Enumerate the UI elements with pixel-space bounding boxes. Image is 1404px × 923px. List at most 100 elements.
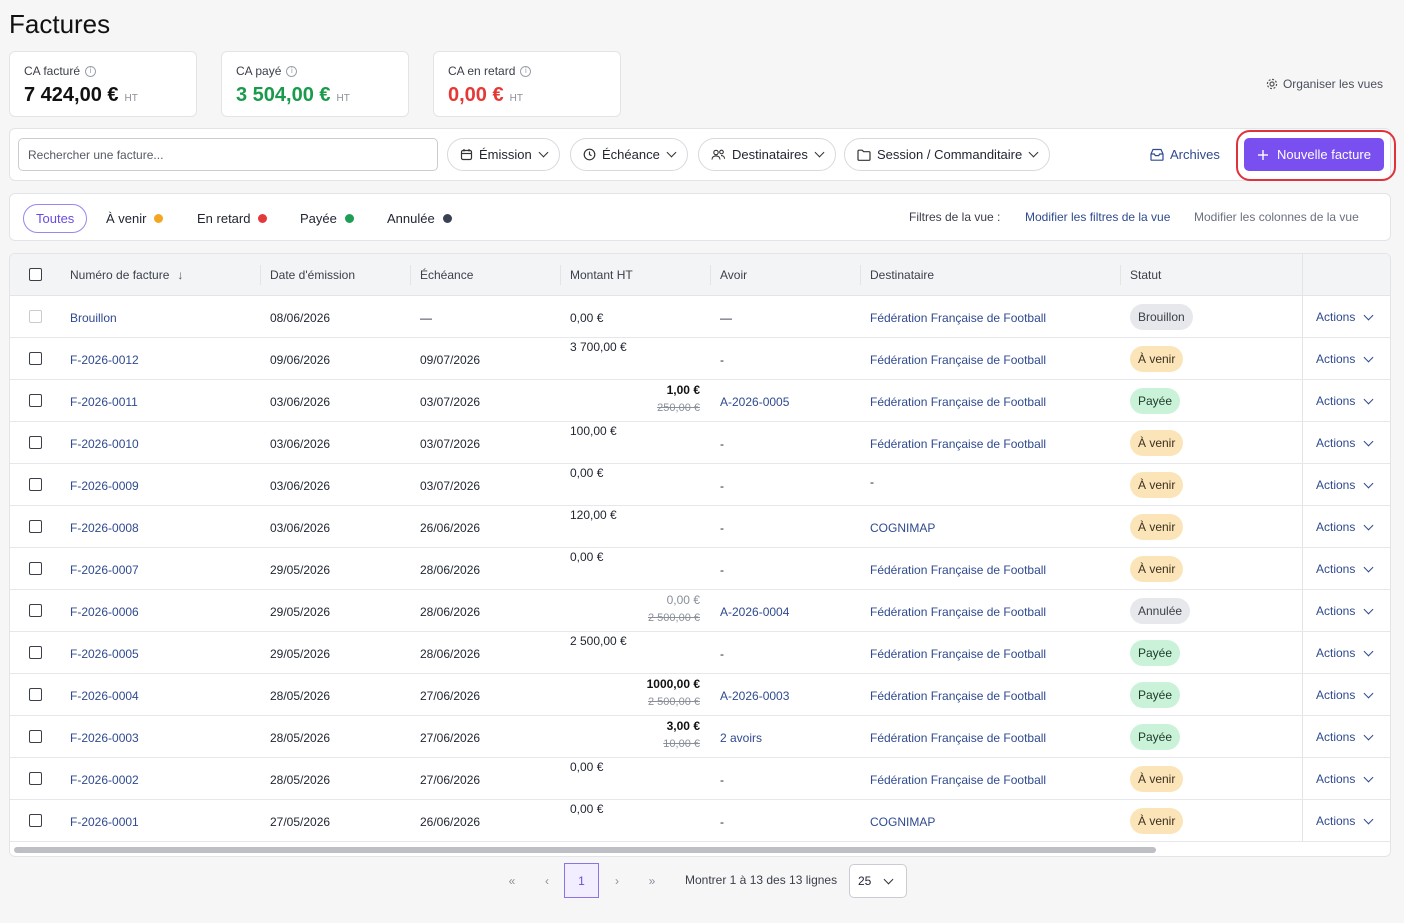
recipient-name[interactable]: COGNIMAP — [870, 815, 936, 829]
filter-destinataires[interactable]: Destinataires — [698, 138, 836, 171]
filter-session-commanditaire[interactable]: Session / Commanditaire — [844, 138, 1051, 171]
emission-date: 03/06/2026 — [270, 479, 331, 493]
recipient-name[interactable]: Fédération Française de Football — [870, 395, 1047, 409]
actions-dropdown[interactable]: Actions — [1316, 562, 1374, 576]
info-icon[interactable]: i — [520, 65, 532, 77]
row-checkbox[interactable] — [29, 814, 42, 827]
invoice-number-link[interactable]: F-2026-0008 — [70, 521, 139, 535]
horizontal-scrollbar[interactable] — [14, 847, 1156, 853]
row-checkbox[interactable] — [29, 730, 42, 743]
recipient-name[interactable]: Fédération Française de Football — [870, 773, 1047, 787]
actions-dropdown[interactable]: Actions — [1316, 520, 1374, 534]
actions-dropdown[interactable]: Actions — [1316, 310, 1374, 324]
column-header-number[interactable]: Numéro de facture ↓ — [60, 254, 183, 296]
row-checkbox[interactable] — [29, 478, 42, 491]
invoice-number-link[interactable]: F-2026-0011 — [70, 395, 138, 409]
invoice-number-link[interactable]: Brouillon — [70, 311, 117, 325]
page-number-current[interactable]: 1 — [564, 863, 599, 898]
page-size-select[interactable]: 25 — [849, 864, 907, 898]
invoice-number-link[interactable]: F-2026-0003 — [70, 731, 139, 745]
row-checkbox[interactable] — [29, 310, 42, 323]
row-checkbox[interactable] — [29, 436, 42, 449]
actions-dropdown[interactable]: Actions — [1316, 478, 1374, 492]
invoice-number-link[interactable]: F-2026-0005 — [70, 647, 139, 661]
modify-view-filters-link[interactable]: Modifier les filtres de la vue — [1025, 210, 1171, 224]
filter-emission[interactable]: Émission — [447, 138, 560, 171]
actions-dropdown[interactable]: Actions — [1316, 604, 1374, 618]
amount-value: 0,00 € — [666, 593, 700, 607]
row-checkbox[interactable] — [29, 604, 42, 617]
avoir-value[interactable]: A-2026-0004 — [720, 605, 790, 619]
chevron-down-icon — [1363, 478, 1374, 488]
row-checkbox[interactable] — [29, 394, 42, 407]
modify-view-columns-link[interactable]: Modifier les colonnes de la vue — [1194, 210, 1359, 224]
column-header-due[interactable]: Échéance — [420, 268, 474, 282]
tab-toutes[interactable]: Toutes — [23, 204, 88, 233]
first-page-button[interactable]: « — [508, 873, 516, 888]
archives-button[interactable]: Archives — [1150, 147, 1220, 162]
recipient-name[interactable]: Fédération Française de Football — [870, 689, 1047, 703]
row-checkbox[interactable] — [29, 688, 42, 701]
recipient-name[interactable]: Fédération Française de Football — [870, 563, 1047, 577]
column-header-amount[interactable]: Montant HT — [570, 268, 633, 282]
row-checkbox[interactable] — [29, 352, 42, 365]
last-page-button[interactable]: » — [648, 873, 656, 888]
actions-dropdown[interactable]: Actions — [1316, 352, 1374, 366]
actions-cell — [1302, 758, 1390, 799]
due-date: 26/06/2026 — [420, 521, 481, 535]
actions-dropdown[interactable]: Actions — [1316, 730, 1374, 744]
invoice-number-link[interactable]: F-2026-0006 — [70, 605, 139, 619]
actions-cell — [1302, 296, 1390, 337]
invoice-number-link[interactable]: F-2026-0009 — [70, 479, 139, 493]
column-header-status[interactable]: Statut — [1130, 268, 1162, 282]
recipient-name[interactable]: Fédération Française de Football — [870, 605, 1047, 619]
actions-dropdown[interactable]: Actions — [1316, 394, 1374, 408]
invoice-number-link[interactable]: F-2026-0007 — [70, 563, 139, 577]
chevron-down-icon — [1028, 147, 1039, 158]
column-header-recipient[interactable]: Destinataire — [870, 268, 935, 282]
row-checkbox[interactable] — [29, 646, 42, 659]
status-badge: À venir — [1130, 472, 1184, 498]
recipient-name[interactable]: COGNIMAP — [870, 521, 936, 535]
invoice-number-link[interactable]: F-2026-0001 — [70, 815, 139, 829]
actions-dropdown[interactable]: Actions — [1316, 688, 1374, 702]
actions-dropdown[interactable]: Actions — [1316, 646, 1374, 660]
invoice-number-link[interactable]: F-2026-0004 — [70, 689, 139, 703]
tab-payee[interactable]: Payée — [300, 204, 354, 233]
amount-value: 2 500,00 € — [570, 634, 627, 648]
new-invoice-button[interactable]: Nouvelle facture — [1244, 138, 1384, 171]
invoice-number-link[interactable]: F-2026-0010 — [70, 437, 139, 451]
row-checkbox[interactable] — [29, 520, 42, 533]
recipient-name[interactable]: Fédération Française de Football — [870, 647, 1047, 661]
tab-en-retard[interactable]: En retard — [197, 204, 268, 233]
actions-dropdown[interactable]: Actions — [1316, 814, 1374, 828]
recipient-name[interactable]: Fédération Française de Football — [870, 731, 1047, 745]
actions-cell — [1302, 380, 1390, 421]
organize-views-button[interactable]: Organiser les vues — [1266, 77, 1383, 91]
prev-page-button[interactable]: ‹ — [545, 873, 549, 888]
column-header-avoir[interactable]: Avoir — [720, 268, 748, 282]
search-input[interactable] — [18, 138, 438, 171]
info-icon[interactable]: i — [85, 65, 97, 77]
avoir-value[interactable]: A-2026-0005 — [720, 395, 790, 409]
invoice-number-link[interactable]: F-2026-0002 — [70, 773, 139, 787]
next-page-button[interactable]: › — [615, 873, 619, 888]
column-header-emission[interactable]: Date d'émission — [270, 268, 355, 282]
tab-a-venir[interactable]: À venir — [106, 204, 164, 233]
actions-dropdown[interactable]: Actions — [1316, 772, 1374, 786]
row-checkbox[interactable] — [29, 772, 42, 785]
filter-echeance[interactable]: Échéance — [570, 138, 688, 171]
avoir-value[interactable]: A-2026-0003 — [720, 689, 790, 703]
recipient-name[interactable]: Fédération Française de Football — [870, 353, 1047, 367]
recipient-name[interactable]: Fédération Française de Football — [870, 437, 1047, 451]
actions-dropdown[interactable]: Actions — [1316, 436, 1374, 450]
info-icon[interactable]: i — [286, 65, 298, 77]
tab-annulee[interactable]: Annulée — [387, 204, 452, 233]
select-all-checkbox[interactable] — [29, 268, 42, 281]
table-row: F-2026-0004 28/05/2026 27/06/2026 1000,00 €… — [10, 674, 1390, 716]
avoir-value[interactable]: 2 avoirs — [720, 731, 763, 745]
invoice-number-link[interactable]: F-2026-0012 — [70, 353, 139, 367]
row-checkbox[interactable] — [29, 562, 42, 575]
recipient-name[interactable]: Fédération Française de Football — [870, 311, 1047, 325]
actions-label: Actions — [1316, 478, 1356, 492]
